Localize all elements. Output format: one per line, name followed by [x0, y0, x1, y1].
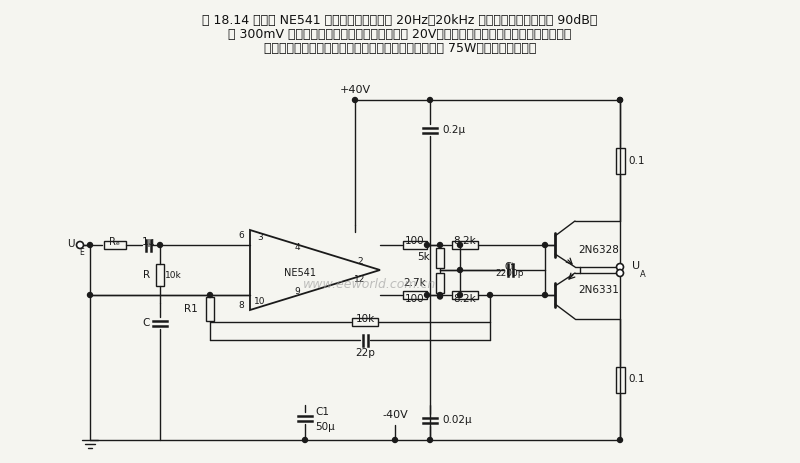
Circle shape [158, 243, 162, 248]
Circle shape [353, 98, 358, 102]
Text: 2: 2 [357, 257, 363, 267]
Text: 0.1: 0.1 [628, 156, 645, 165]
Circle shape [425, 243, 430, 248]
Bar [352, 318, 378, 326]
Text: 10k: 10k [165, 270, 182, 280]
Text: 10: 10 [254, 298, 266, 307]
Text: R1: R1 [184, 304, 198, 313]
Text: 100: 100 [405, 236, 425, 246]
Bar [436, 248, 444, 268]
Circle shape [618, 98, 622, 102]
Circle shape [487, 293, 493, 298]
Text: E: E [79, 248, 84, 257]
Text: 在 300mV 有效値输入时，输出高压电平有效値 20V。集成电路内部装有短路保护。外部限流: 在 300mV 有效値输入时，输出高压电平有效値 20V。集成电路内部装有短路保… [228, 28, 572, 41]
Circle shape [438, 294, 442, 299]
Text: C1: C1 [315, 407, 329, 417]
Circle shape [438, 243, 442, 248]
Text: 22p: 22p [355, 348, 375, 358]
Bar [156, 264, 164, 286]
Circle shape [458, 268, 462, 273]
Circle shape [393, 438, 398, 443]
Text: 0.2μ: 0.2μ [442, 125, 465, 135]
Bar [615, 148, 625, 174]
Circle shape [427, 98, 433, 102]
Text: 4: 4 [294, 244, 300, 252]
Text: 1μ: 1μ [142, 237, 154, 247]
Circle shape [302, 438, 307, 443]
Bar [403, 241, 427, 249]
Text: 图 18.14 中采用 NE541 高压功率放大器，在 20Hz～20kHz 频率范围内电流增益为 90dB，: 图 18.14 中采用 NE541 高压功率放大器，在 20Hz～20kHz 频… [202, 14, 598, 27]
Circle shape [618, 98, 622, 102]
Text: 0.02μ: 0.02μ [442, 415, 472, 425]
Text: 6: 6 [238, 231, 244, 239]
Circle shape [438, 293, 442, 298]
Bar [104, 241, 126, 249]
Circle shape [87, 243, 93, 248]
Bar [615, 367, 625, 393]
Circle shape [542, 243, 547, 248]
Circle shape [207, 293, 213, 298]
Text: U: U [632, 261, 640, 271]
Bar [452, 291, 478, 299]
Bar [452, 241, 478, 249]
Circle shape [458, 243, 462, 248]
Text: -40V: -40V [382, 410, 408, 420]
Text: 8.2k: 8.2k [454, 236, 476, 246]
Text: Ct: Ct [505, 262, 515, 272]
Text: 10k: 10k [355, 314, 374, 324]
Text: +40V: +40V [339, 85, 370, 95]
Circle shape [425, 293, 430, 298]
Text: Rₑ: Rₑ [110, 237, 121, 247]
Text: U: U [67, 239, 75, 249]
Text: 2200p: 2200p [496, 269, 524, 278]
Circle shape [617, 263, 623, 270]
Circle shape [427, 438, 433, 443]
Text: 0.1: 0.1 [628, 375, 645, 384]
Text: 50μ: 50μ [315, 422, 334, 432]
Bar [436, 273, 444, 293]
Text: 8.2k: 8.2k [454, 294, 476, 304]
Text: 3: 3 [257, 233, 263, 243]
Text: 9: 9 [294, 288, 300, 296]
Circle shape [542, 293, 547, 298]
Text: C: C [142, 318, 150, 328]
Circle shape [87, 293, 93, 298]
Text: 12: 12 [354, 275, 366, 284]
Circle shape [77, 242, 83, 249]
Circle shape [617, 269, 623, 276]
Text: 5k: 5k [418, 252, 430, 263]
Text: A: A [640, 270, 646, 279]
Text: 8: 8 [238, 300, 244, 309]
Text: 100: 100 [405, 294, 425, 304]
Text: 2.7k: 2.7k [403, 277, 426, 288]
Circle shape [618, 438, 622, 443]
Text: R: R [143, 270, 150, 280]
Text: NE541: NE541 [284, 268, 316, 278]
Text: www.eeworld.com.cn: www.eeworld.com.cn [303, 279, 437, 292]
Circle shape [458, 293, 462, 298]
Bar [206, 296, 214, 320]
Text: 网络提供附加保护。两个输出晶体管把输出功率增加到 75W，以驱动扬声器。: 网络提供附加保护。两个输出晶体管把输出功率增加到 75W，以驱动扬声器。 [264, 42, 536, 55]
Text: 2N6328: 2N6328 [578, 245, 619, 255]
Bar [403, 291, 427, 299]
Text: 2N6331: 2N6331 [578, 285, 619, 295]
